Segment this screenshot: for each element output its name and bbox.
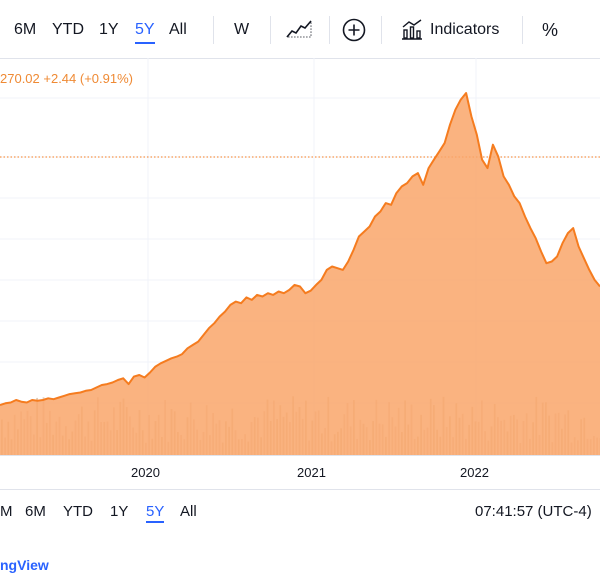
range-1m-button[interactable]: M [0, 503, 13, 520]
interval-button[interactable]: W [234, 21, 250, 38]
axis-label-2022: 2022 [460, 465, 489, 480]
range-6m-bottom-button[interactable]: 6M [25, 503, 46, 520]
plus-circle-icon[interactable] [342, 18, 366, 42]
clock-readout[interactable]: 07:41:57 (UTC-4) [475, 503, 592, 520]
toolbar-divider [329, 16, 330, 44]
range-1y-bottom-button[interactable]: 1Y [110, 503, 129, 520]
indicators-icon[interactable] [400, 18, 424, 42]
toolbar-divider [522, 16, 523, 44]
top-toolbar: 6M YTD 1Y 5Y All W Indicators % [0, 0, 600, 59]
indicators-button[interactable]: Indicators [430, 21, 500, 38]
area-chart-icon[interactable] [286, 19, 312, 39]
range-5y-button[interactable]: 5Y [135, 18, 155, 44]
price-line [0, 92, 600, 406]
toolbar-divider [213, 16, 214, 44]
range-ytd-button[interactable]: YTD [52, 21, 84, 38]
range-1y-button[interactable]: 1Y [99, 21, 119, 38]
range-ytd-bottom-button[interactable]: YTD [63, 503, 93, 520]
price-area-fill [0, 93, 600, 455]
range-5y-bottom-button[interactable]: 5Y [146, 503, 165, 523]
range-all-button[interactable]: All [169, 21, 187, 38]
toolbar-divider [381, 16, 382, 44]
price-legend: 270.02 +2.44 (+0.91%) [0, 71, 133, 86]
axis-label-2020: 2020 [131, 465, 160, 480]
time-axis: 2020 2021 2022 [0, 455, 600, 488]
range-all-bottom-button[interactable]: All [180, 503, 197, 520]
axis-label-2021: 2021 [297, 465, 326, 480]
toolbar-divider [270, 16, 271, 44]
range-6m-button[interactable]: 6M [14, 21, 37, 38]
percent-scale-button[interactable]: % [542, 20, 559, 40]
brand-link[interactable]: ngView [0, 557, 49, 573]
bottom-toolbar: M 6M YTD 1Y 5Y All 07:41:57 (UTC-4) [0, 489, 600, 534]
price-chart[interactable] [0, 58, 600, 455]
